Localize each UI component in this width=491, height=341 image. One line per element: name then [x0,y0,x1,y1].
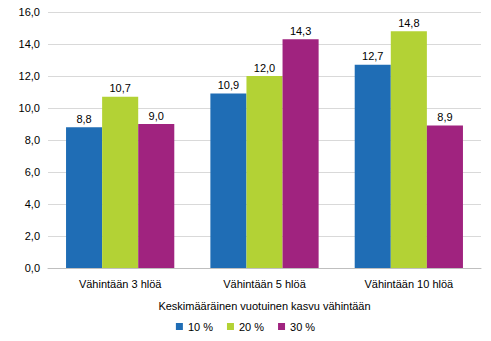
svg-text:Vähintään 10 hlöä: Vähintään 10 hlöä [364,278,454,290]
svg-text:2,0: 2,0 [25,230,40,242]
svg-text:10,0: 10,0 [19,102,40,114]
svg-text:0,0: 0,0 [25,262,40,274]
svg-text:30 %: 30 % [290,321,315,333]
svg-text:Vähintään 3 hlöä: Vähintään 3 hlöä [79,278,162,290]
svg-text:8,0: 8,0 [25,134,40,146]
svg-text:8,8: 8,8 [76,113,91,125]
svg-text:12,0: 12,0 [19,70,40,82]
svg-text:10 %: 10 % [188,321,213,333]
svg-text:Vähintään 5 hlöä: Vähintään 5 hlöä [223,278,306,290]
svg-text:20 %: 20 % [239,321,264,333]
svg-text:12,0: 12,0 [254,62,275,74]
svg-text:Keskimääräinen vuotuinen kasvu: Keskimääräinen vuotuinen kasvu vähintään [158,300,370,312]
svg-text:16,0: 16,0 [19,6,40,18]
svg-text:14,8: 14,8 [398,17,419,29]
svg-text:8,9: 8,9 [437,111,452,123]
svg-text:4,0: 4,0 [25,198,40,210]
svg-text:14,3: 14,3 [290,25,311,37]
svg-text:6,0: 6,0 [25,166,40,178]
svg-text:12,7: 12,7 [362,50,383,62]
svg-text:10,9: 10,9 [218,79,239,91]
svg-text:14,0: 14,0 [19,38,40,50]
svg-text:9,0: 9,0 [149,110,164,122]
svg-text:10,7: 10,7 [109,82,130,94]
